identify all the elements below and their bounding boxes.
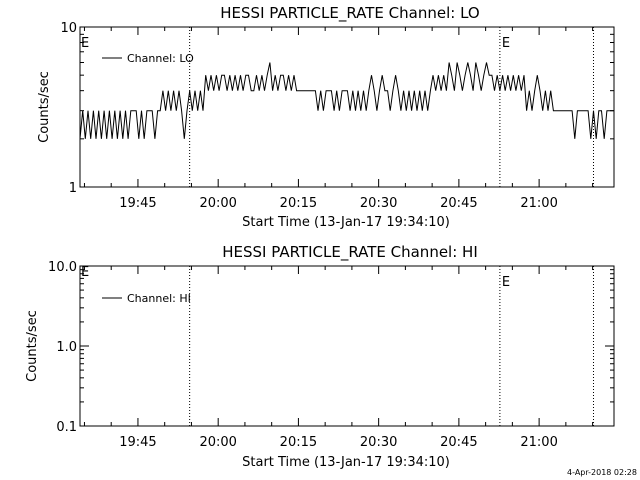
x-tick-label: 20:15 — [280, 196, 317, 211]
chart-lo-legend-label: Channel: LO — [127, 52, 194, 65]
x-tick-label: 20:15 — [280, 435, 317, 450]
chart-lo-corner-label: E — [81, 36, 89, 51]
x-tick-label: 21:00 — [520, 435, 557, 450]
chart-hi-x-ticks: 19:45 20:00 20:15 20:30 20:45 21:00 — [83, 266, 594, 450]
chart-lo-xlabel: Start Time (13-Jan-17 19:34:10) — [242, 215, 450, 230]
time-marker-label: E — [502, 275, 510, 290]
chart-hi-y-ticks: 0.1 1.0 10.0 — [48, 260, 614, 435]
y-tick-label: 1.0 — [56, 340, 77, 355]
chart-lo-y-ticks: 1 10 — [60, 21, 614, 196]
chart-hi-title: HESSI PARTICLE_RATE Channel: HI — [222, 243, 478, 262]
x-tick-label: 20:00 — [199, 196, 236, 211]
time-marker-label: E — [502, 36, 510, 51]
chart-hi-frame — [79, 265, 615, 427]
chart-hi: HESSI PARTICLE_RATE Channel: HI 0.1 1.0 10… — [25, 243, 615, 470]
y-tick-label: 0.1 — [56, 420, 77, 435]
chart-hi-ylabel: Counts/sec — [25, 310, 40, 382]
chart-lo: HESSI PARTICLE_RATE Channel: LO 1 10 19:4… — [37, 4, 615, 230]
chart-hi-legend-label: Channel: HI — [127, 292, 191, 305]
x-tick-label: 20:45 — [440, 435, 477, 450]
y-tick-label: 1 — [69, 181, 77, 196]
chart-lo-title: HESSI PARTICLE_RATE Channel: LO — [220, 4, 479, 23]
x-tick-label: 20:00 — [199, 435, 236, 450]
x-tick-label: 20:45 — [440, 196, 477, 211]
footer-date: 4-Apr-2018 02:28 — [567, 468, 637, 477]
chart-lo-x-ticks: 19:45 20:00 20:15 20:30 20:45 21:00 — [83, 27, 594, 211]
chart-lo-frame — [79, 26, 615, 188]
chart-hi-corner-label: E — [81, 265, 89, 280]
y-tick-label: 10.0 — [48, 260, 77, 275]
chart-lo-series-line — [79, 62, 614, 139]
x-tick-label: 21:00 — [520, 196, 557, 211]
chart-hi-markers: E — [189, 266, 594, 426]
chart-hi-xlabel: Start Time (13-Jan-17 19:34:10) — [242, 455, 450, 470]
x-tick-label: 20:30 — [360, 196, 397, 211]
y-tick-label: 10 — [60, 21, 77, 36]
x-tick-label: 19:45 — [119, 435, 156, 450]
chart-lo-markers: E — [189, 27, 594, 187]
x-tick-label: 20:30 — [360, 435, 397, 450]
chart-lo-ylabel: Counts/sec — [37, 71, 52, 143]
x-tick-label: 19:45 — [119, 196, 156, 211]
